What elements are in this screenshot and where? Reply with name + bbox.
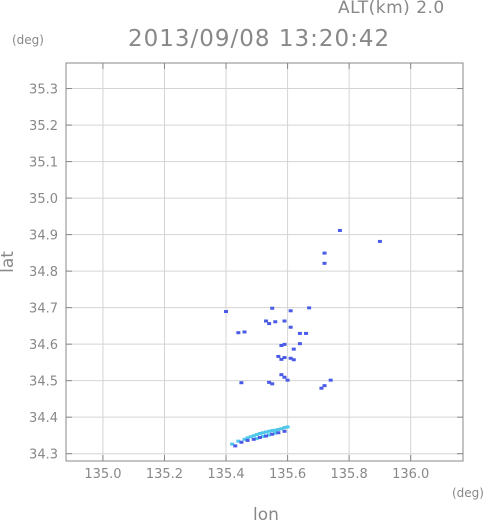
data-point: [251, 434, 256, 438]
data-point: [285, 378, 290, 382]
data-point: [322, 384, 327, 388]
x-axis-label: lon: [253, 505, 279, 525]
data-point: [291, 347, 296, 351]
data-point: [254, 433, 259, 437]
data-point: [236, 439, 241, 443]
y-tick-label: 34.5: [29, 375, 58, 390]
data-point: [279, 357, 284, 361]
data-point: [273, 431, 278, 435]
chart-timestamp: 2013/09/08 13:20:42: [128, 26, 391, 52]
data-point: [224, 310, 229, 314]
data-point: [288, 325, 293, 329]
data-point: [264, 430, 269, 434]
y-tick-label: 34.4: [29, 411, 58, 426]
x-tick-label: 135.6: [269, 467, 306, 482]
data-point: [264, 319, 269, 323]
data-point: [297, 331, 302, 335]
x-tick-label: 136.0: [392, 467, 429, 482]
x-tick-label: 135.0: [84, 467, 121, 482]
data-point: [230, 442, 235, 446]
x-axis-unit: (deg): [452, 486, 484, 500]
y-tick-label: 34.7: [29, 302, 58, 317]
data-point: [337, 228, 342, 232]
data-point: [282, 356, 287, 360]
data-point: [248, 435, 253, 439]
data-point: [304, 331, 309, 335]
data-point: [236, 331, 241, 335]
x-tick-label: 135.2: [146, 467, 183, 482]
y-axis-unit: (deg): [12, 33, 44, 47]
data-point: [276, 354, 281, 358]
data-point: [245, 438, 250, 442]
x-tick-label: 135.8: [331, 467, 368, 482]
data-point: [282, 319, 287, 323]
data-point: [260, 431, 265, 435]
data-point: [279, 427, 284, 431]
data-point: [245, 436, 250, 440]
plot-frame: [65, 62, 464, 462]
data-point: [239, 381, 244, 385]
data-point: [279, 373, 284, 377]
y-tick-label: 35.0: [29, 192, 58, 207]
data-point: [270, 382, 275, 386]
data-point: [257, 431, 262, 435]
data-point: [242, 437, 247, 441]
data-point: [291, 358, 296, 362]
data-point: [319, 386, 324, 390]
data-point: [288, 356, 293, 360]
x-tick-label: 135.4: [207, 467, 244, 482]
y-tick-label: 34.8: [29, 265, 58, 280]
data-point: [285, 425, 290, 429]
data-point: [279, 343, 284, 347]
data-point: [239, 440, 244, 444]
data-point: [267, 380, 272, 384]
data-point: [270, 432, 275, 436]
data-point: [276, 431, 281, 435]
data-point: [267, 322, 272, 326]
data-point: [328, 378, 333, 382]
data-point: [282, 429, 287, 433]
data-point: [273, 320, 278, 324]
data-point: [297, 342, 302, 346]
data-point: [260, 434, 265, 438]
data-point: [282, 375, 287, 379]
data-point: [233, 444, 238, 448]
data-point: [267, 429, 272, 433]
y-tick-label: 35.1: [29, 156, 58, 171]
y-tick-label: 34.6: [29, 338, 58, 353]
data-point: [270, 306, 275, 310]
altitude-label: ALT(km) 2.0: [338, 0, 445, 18]
data-point: [273, 428, 278, 432]
y-tick-label: 34.9: [29, 229, 58, 244]
data-point: [257, 435, 262, 439]
data-point: [264, 434, 269, 438]
data-point: [282, 426, 287, 430]
data-point: [307, 306, 312, 310]
data-point: [267, 433, 272, 437]
data-point: [242, 330, 247, 334]
data-point: [288, 309, 293, 313]
data-point: [377, 239, 382, 243]
data-point: [254, 437, 259, 441]
data-point: [270, 429, 275, 433]
data-point: [322, 261, 327, 265]
data-point: [251, 437, 256, 441]
data-point: [322, 251, 327, 255]
y-tick-label: 35.2: [29, 119, 58, 134]
data-point: [282, 342, 287, 346]
y-tick-label: 34.3: [29, 448, 58, 463]
y-tick-label: 35.3: [29, 83, 58, 98]
data-point: [276, 427, 281, 431]
